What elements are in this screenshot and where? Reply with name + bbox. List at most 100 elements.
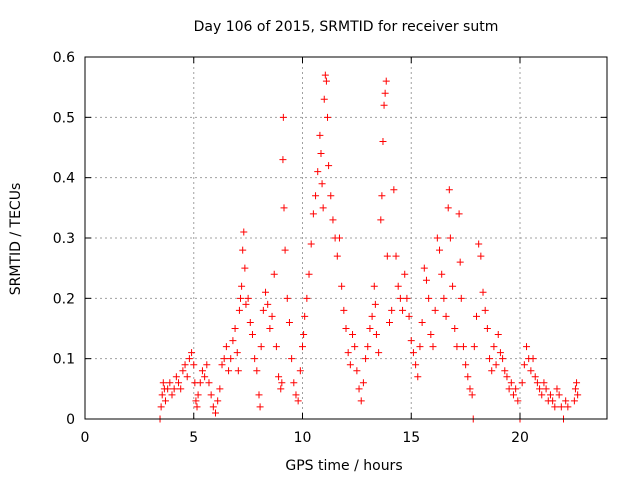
data-point [346, 361, 354, 369]
data-point [512, 385, 520, 393]
x-tick-label: 20 [511, 430, 529, 446]
data-point [241, 264, 249, 272]
data-point [422, 276, 430, 284]
data-point [325, 162, 333, 170]
data-point [445, 186, 453, 194]
data-point [499, 355, 507, 363]
data-point [379, 137, 387, 145]
data-point [453, 343, 461, 351]
data-point [246, 318, 254, 326]
x-tick-label: 5 [189, 430, 198, 446]
data-point [314, 168, 322, 176]
data-point [240, 228, 248, 236]
data-point [507, 379, 515, 387]
data-point [353, 367, 361, 375]
x-tick-label: 15 [402, 430, 420, 446]
data-point [405, 312, 413, 320]
data-point [196, 379, 204, 387]
data-point [342, 325, 350, 332]
data-point [170, 385, 178, 393]
data-point [285, 318, 293, 326]
data-point [496, 349, 504, 357]
data-point [303, 294, 311, 302]
data-point [214, 397, 222, 405]
data-point [570, 397, 578, 405]
data-point [505, 385, 513, 393]
data-point [431, 306, 439, 314]
data-point [377, 216, 385, 224]
data-point [436, 246, 444, 254]
y-tick-label: 0.1 [53, 352, 75, 368]
data-point [279, 113, 287, 121]
data-point [383, 252, 391, 260]
data-point [248, 331, 256, 339]
data-point [479, 288, 487, 296]
data-point [242, 300, 250, 308]
data-point [349, 331, 357, 339]
data-point [555, 391, 563, 399]
data-point [557, 403, 565, 411]
data-point [375, 349, 383, 357]
data-point [321, 71, 329, 79]
data-point [501, 367, 509, 375]
data-point [225, 367, 233, 375]
data-point [316, 131, 324, 139]
data-point [290, 379, 298, 387]
data-point [301, 312, 309, 320]
data-point [203, 361, 211, 369]
data-point [209, 403, 217, 411]
data-point [494, 331, 502, 339]
data-point [344, 349, 352, 357]
data-point [427, 331, 435, 339]
data-point [231, 325, 239, 332]
data-point [183, 373, 191, 381]
data-point [451, 325, 459, 332]
data-point [433, 234, 441, 242]
data-point [357, 397, 365, 405]
data-point [234, 367, 242, 375]
grid [84, 56, 607, 420]
data-point [462, 361, 470, 369]
data-point [218, 361, 226, 369]
data-point [359, 379, 367, 387]
data-point [529, 355, 537, 363]
data-point [335, 234, 343, 242]
data-point [401, 270, 409, 278]
data-point [278, 379, 286, 387]
data-point [468, 391, 476, 399]
data-point [233, 349, 241, 357]
data-point [251, 355, 259, 363]
data-point [239, 246, 247, 254]
data-point [256, 403, 264, 411]
data-point [531, 373, 539, 381]
x-tick-label: 0 [81, 430, 90, 446]
data-point [488, 367, 496, 375]
data-point [157, 403, 165, 411]
y-tick-label: 0.4 [53, 171, 75, 187]
data-point [220, 355, 228, 363]
data-point [571, 385, 579, 393]
data-point [172, 373, 180, 381]
data-point [190, 361, 198, 369]
data-point [259, 306, 267, 314]
data-point [449, 282, 457, 290]
data-point [409, 349, 417, 357]
data-point [412, 361, 420, 369]
data-point [179, 367, 187, 375]
data-point [292, 391, 300, 399]
data-point [523, 343, 531, 351]
data-points [156, 71, 582, 423]
data-point [416, 343, 424, 351]
x-tick-label: 10 [294, 430, 312, 446]
data-point [438, 270, 446, 278]
data-point [546, 391, 554, 399]
data-point [514, 397, 522, 405]
data-point [366, 325, 374, 332]
data-point [329, 216, 337, 224]
data-point [193, 403, 201, 411]
data-point [320, 95, 328, 103]
data-point [477, 252, 485, 260]
data-point [324, 113, 332, 121]
